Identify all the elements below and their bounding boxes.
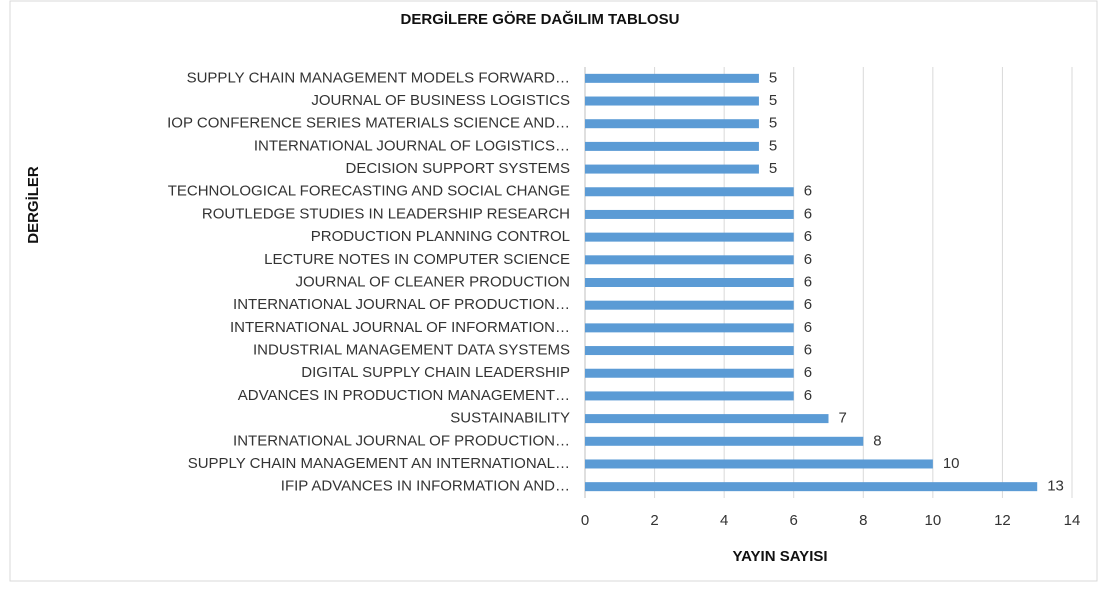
data-label: 5 [769,115,777,132]
data-label: 7 [839,410,847,427]
data-label: 13 [1047,478,1064,495]
x-tick-label: 4 [720,512,728,529]
data-label: 6 [804,387,812,404]
data-label: 5 [769,137,777,154]
x-tick-label: 2 [650,512,658,529]
bar [585,119,759,129]
data-label: 10 [943,455,960,472]
bar [585,255,794,265]
bar [585,391,794,401]
bar [585,300,794,310]
data-label: 6 [804,228,812,245]
bar [585,164,759,174]
y-tick-label: SUPPLY CHAIN MANAGEMENT AN INTERNATIONAL… [188,455,570,472]
data-label: 6 [804,342,812,359]
bar [585,459,933,469]
y-tick-label: SUSTAINABILITY [450,410,570,427]
bar [585,436,864,446]
bar [585,368,794,378]
bar [585,141,759,151]
x-axis-title: YAYIN SAYISI [732,548,827,565]
bar [585,73,759,83]
chart-title: DERGİLERE GÖRE DAĞILIM TABLOSU [401,10,680,28]
y-tick-label: ROUTLEDGE STUDIES IN LEADERSHIP RESEARCH [202,205,570,222]
y-tick-label: ADVANCES IN PRODUCTION MANAGEMENT… [238,387,570,404]
y-tick-label: IFIP ADVANCES IN INFORMATION AND… [281,478,570,495]
y-tick-label: INTERNATIONAL JOURNAL OF PRODUCTION… [233,296,570,313]
data-label: 6 [804,364,812,381]
x-tick-label: 14 [1064,512,1081,529]
y-tick-label: LECTURE NOTES IN COMPUTER SCIENCE [264,251,570,268]
bar [585,278,794,287]
data-label: 5 [769,69,777,86]
y-tick-label: SUPPLY CHAIN MANAGEMENT MODELS FORWARD… [187,69,570,86]
bar [585,209,794,219]
bar [585,323,794,333]
data-label: 5 [769,160,777,177]
y-tick-label: INTERNATIONAL JOURNAL OF INFORMATION… [230,319,570,336]
y-tick-label: JOURNAL OF CLEANER PRODUCTION [296,273,570,290]
x-tick-label: 0 [581,512,589,529]
x-tick-label: 10 [925,512,942,529]
y-tick-label: INDUSTRIAL MANAGEMENT DATA SYSTEMS [253,342,570,359]
y-tick-label: INTERNATIONAL JOURNAL OF LOGISTICS… [254,137,570,154]
y-tick-label: IOP CONFERENCE SERIES MATERIALS SCIENCE … [167,115,570,132]
x-tick-label: 8 [859,512,867,529]
data-label: 5 [769,92,777,109]
bar [585,482,1038,492]
data-label: 8 [873,432,881,449]
data-label: 6 [804,205,812,222]
x-tick-label: 6 [790,512,798,529]
bar [585,96,759,106]
y-tick-label: INTERNATIONAL JOURNAL OF PRODUCTION… [233,432,570,449]
data-label: 6 [804,251,812,268]
y-tick-label: DECISION SUPPORT SYSTEMS [346,160,571,177]
bar [585,414,829,424]
data-label: 6 [804,319,812,336]
bar [585,187,794,197]
y-tick-label: TECHNOLOGICAL FORECASTING AND SOCIAL CHA… [168,183,570,200]
y-tick-label: DIGITAL SUPPLY CHAIN LEADERSHIP [301,364,570,381]
data-label: 6 [804,273,812,290]
data-label: 6 [804,296,812,313]
bar [585,232,794,242]
x-tick-label: 12 [994,512,1011,529]
y-axis-title: DERGİLER [25,166,42,244]
y-tick-label: JOURNAL OF BUSINESS LOGISTICS [311,92,570,109]
y-tick-label: PRODUCTION PLANNING CONTROL [311,228,570,245]
data-label: 6 [804,183,812,200]
bar [585,346,794,356]
